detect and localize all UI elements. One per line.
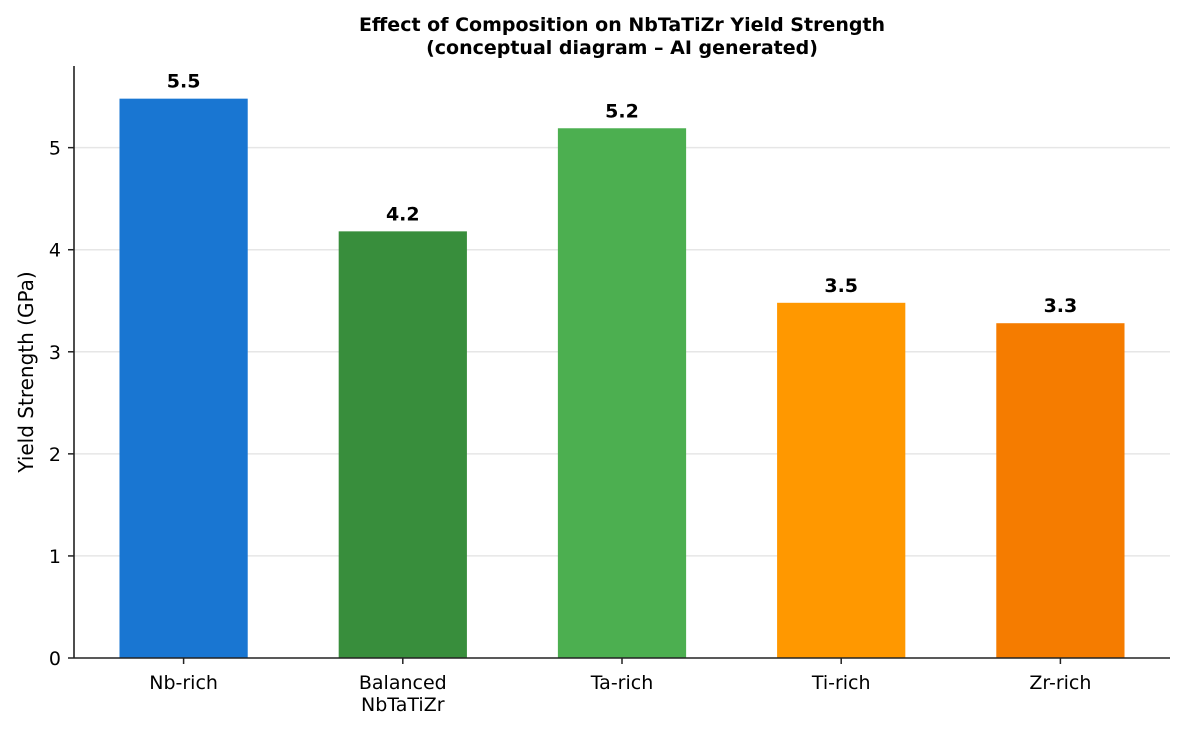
data-label: 5.2 xyxy=(605,100,639,122)
y-tick-label: 3 xyxy=(49,342,61,364)
data-label: 3.3 xyxy=(1044,295,1078,317)
bar xyxy=(338,231,467,658)
bar xyxy=(119,98,248,659)
data-label: 3.5 xyxy=(824,275,858,297)
y-axis-ticks: 0 1 2 3 4 5 xyxy=(49,138,74,670)
x-tick-label: Nb-rich xyxy=(149,672,218,694)
x-tick-label: NbTaTiZr xyxy=(361,694,445,716)
y-tick-label: 2 xyxy=(49,444,61,466)
data-labels: 5.5 4.2 5.2 3.5 3.3 xyxy=(167,71,1077,318)
bar xyxy=(557,128,687,658)
bar xyxy=(777,302,906,658)
bars xyxy=(119,98,1125,659)
x-tick-label: Ta-rich xyxy=(590,672,654,694)
y-tick-label: 1 xyxy=(49,546,61,568)
y-axis-label: Yield Strength (GPa) xyxy=(14,271,38,473)
chart-title: Effect of Composition on NbTaTiZr Yield … xyxy=(359,14,885,59)
data-label: 5.5 xyxy=(167,71,201,93)
bar xyxy=(996,323,1125,658)
x-tick-label: Ti-rich xyxy=(811,672,871,694)
x-tick-label: Balanced xyxy=(359,672,447,694)
y-tick-label: 0 xyxy=(49,648,61,670)
x-tick-label: Zr-rich xyxy=(1029,672,1091,694)
chart-title-line: Effect of Composition on NbTaTiZr Yield … xyxy=(359,14,885,36)
y-tick-label: 5 xyxy=(49,138,61,160)
chart-title-line: (conceptual diagram – AI generated) xyxy=(426,37,818,59)
y-tick-label: 4 xyxy=(49,240,61,262)
data-label: 4.2 xyxy=(386,203,420,225)
